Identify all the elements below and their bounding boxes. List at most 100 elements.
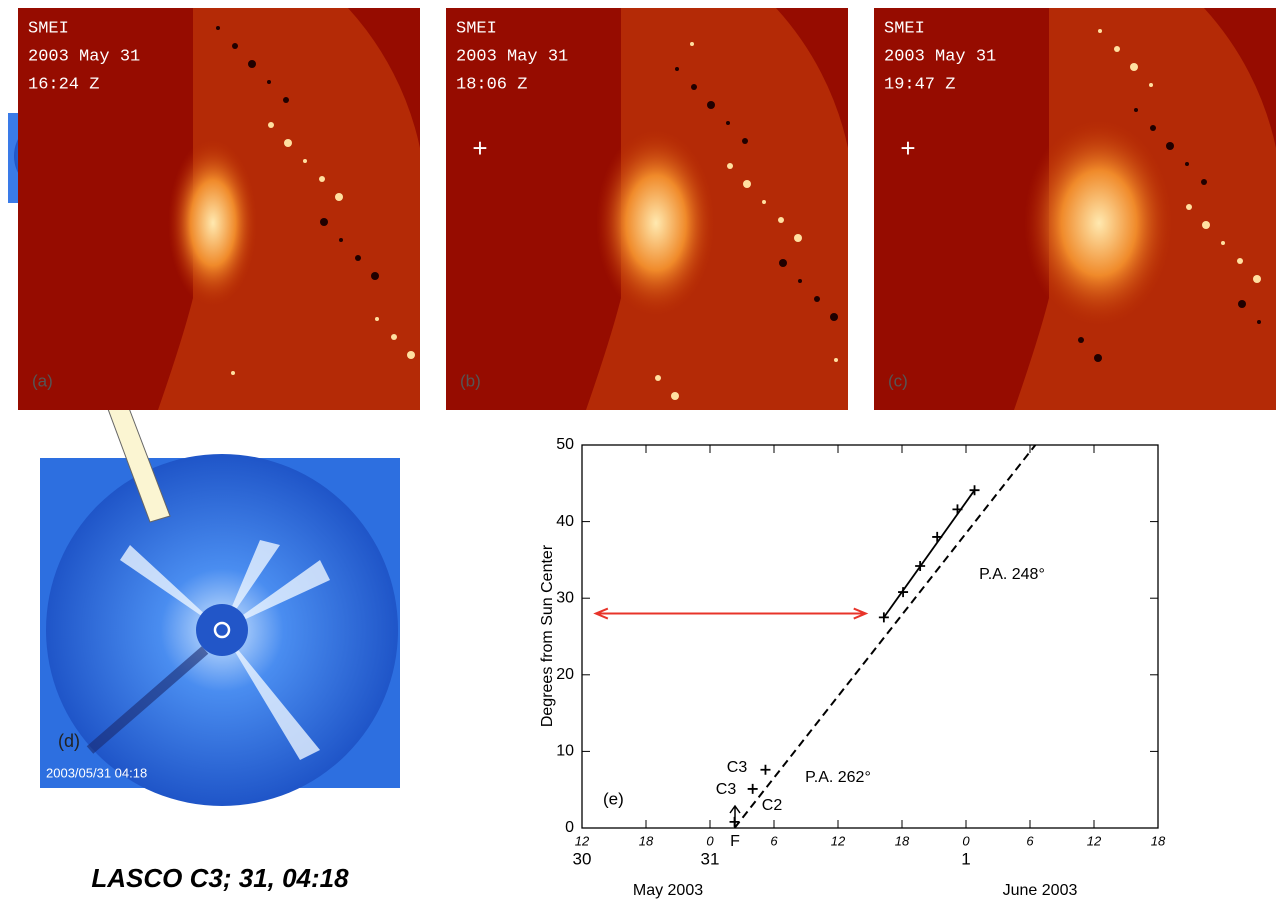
star	[834, 358, 838, 362]
star	[743, 180, 751, 188]
smei-text: 16:24 Z	[28, 75, 99, 94]
date-label: 30	[573, 849, 592, 868]
y-tick-label: 20	[556, 666, 574, 683]
x-tick-label: 6	[1026, 833, 1034, 848]
star	[1134, 108, 1138, 112]
smei-text: SMEI	[456, 19, 497, 38]
cme-glow	[168, 138, 258, 308]
reference-cross: +	[472, 133, 487, 163]
month-label: June 2003	[1003, 882, 1078, 899]
star	[1150, 125, 1156, 131]
panel-label: (b)	[460, 371, 481, 390]
x-tick-label: 0	[962, 833, 970, 848]
star	[1257, 320, 1261, 324]
y-tick-label: 40	[556, 513, 574, 530]
data-point	[932, 532, 942, 542]
data-point	[760, 765, 770, 775]
star	[798, 279, 802, 283]
star	[231, 371, 235, 375]
star	[303, 159, 307, 163]
x-tick-label: 0	[706, 833, 714, 848]
x-tick-label: 18	[895, 833, 910, 848]
star	[675, 67, 679, 71]
annotation: C2	[762, 797, 783, 814]
star	[814, 296, 820, 302]
range-arrow	[596, 609, 866, 619]
star	[1202, 221, 1210, 229]
smei-text: 19:47 Z	[884, 75, 955, 94]
star	[375, 317, 379, 321]
star	[248, 60, 256, 68]
star	[1078, 337, 1084, 343]
figure: 2003/05/31 04:18 (d) LASCO C3; 31, 04:18…	[0, 0, 1277, 905]
panel-label: (e)	[603, 789, 624, 808]
data-point	[952, 504, 962, 514]
star	[794, 234, 802, 242]
star	[779, 259, 787, 267]
annotation: C3	[727, 759, 748, 776]
star	[407, 351, 415, 359]
cme-glow	[1024, 118, 1174, 328]
smei-text: SMEI	[28, 19, 69, 38]
fit-line	[735, 445, 1036, 828]
star	[355, 255, 361, 261]
panel-label: (d)	[58, 731, 80, 751]
page: {"panels":[ {"label":"(a)","instrument":…	[0, 0, 1277, 905]
x-tick-label: 6	[770, 833, 778, 848]
star	[1253, 275, 1261, 283]
month-label: May 2003	[633, 882, 703, 899]
star	[727, 163, 733, 169]
x-tick-label: 18	[1151, 833, 1166, 848]
reference-cross: +	[900, 133, 915, 163]
star	[216, 26, 220, 30]
star	[671, 392, 679, 400]
y-tick-label: 10	[556, 743, 574, 760]
star	[1238, 300, 1246, 308]
star	[232, 43, 238, 49]
star	[335, 193, 343, 201]
smei-text: 18:06 Z	[456, 75, 527, 94]
annotation: C3	[716, 781, 737, 798]
x-tick-label: 18	[639, 833, 654, 848]
y-tick-label: 30	[556, 589, 574, 606]
star	[1186, 204, 1192, 210]
star	[339, 238, 343, 242]
lasco-caption: LASCO C3; 31, 04:18	[91, 863, 349, 893]
date-label: 1	[961, 849, 970, 868]
star	[283, 97, 289, 103]
smei-text: 2003 May 31	[884, 47, 996, 66]
x-tick-label: 12	[1087, 833, 1102, 848]
x-tick-label: 12	[575, 833, 590, 848]
star	[1094, 354, 1102, 362]
panel-label: (c)	[888, 371, 908, 390]
star	[762, 200, 766, 204]
smei-text: 2003 May 31	[28, 47, 140, 66]
annotation: P.A. 248°	[979, 566, 1045, 583]
star	[778, 217, 784, 223]
star	[371, 272, 379, 280]
star	[1185, 162, 1189, 166]
star	[1237, 258, 1243, 264]
star	[320, 218, 328, 226]
star	[1098, 29, 1102, 33]
star	[742, 138, 748, 144]
star	[1201, 179, 1207, 185]
star	[267, 80, 271, 84]
star	[1221, 241, 1225, 245]
annotation: P.A. 262°	[805, 769, 871, 786]
star	[1114, 46, 1120, 52]
x-tick-label: 12	[831, 833, 846, 848]
lasco-timestamp: 2003/05/31 04:18	[46, 765, 147, 780]
star	[268, 122, 274, 128]
date-label: 31	[701, 849, 720, 868]
y-tick-label: 50	[556, 436, 574, 453]
y-axis-label: Degrees from Sun Center	[539, 544, 556, 727]
star	[830, 313, 838, 321]
f-arrow	[730, 806, 740, 828]
star	[1149, 83, 1153, 87]
data-point	[748, 784, 758, 794]
star	[707, 101, 715, 109]
